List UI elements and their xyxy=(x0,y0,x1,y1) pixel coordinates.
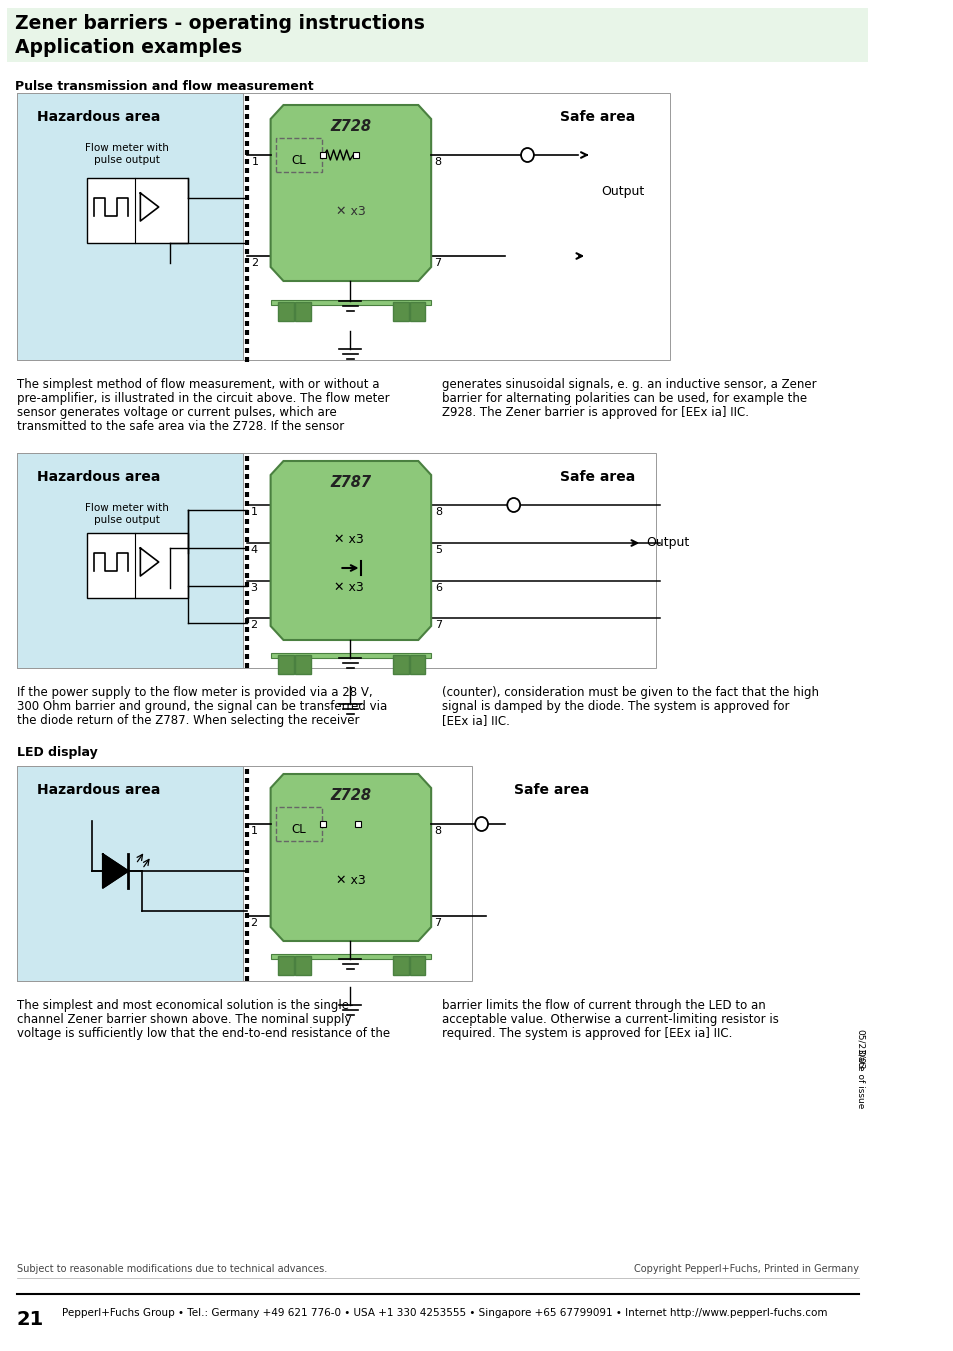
Text: If the power supply to the flow meter is provided via a 28 V,: If the power supply to the flow meter is… xyxy=(16,686,372,698)
Text: the diode return of the Z787. When selecting the receiver: the diode return of the Z787. When selec… xyxy=(16,713,358,727)
Text: 8: 8 xyxy=(434,825,440,836)
Text: Hazardous area: Hazardous area xyxy=(36,109,160,124)
FancyBboxPatch shape xyxy=(409,955,425,974)
Text: acceptable value. Otherwise a current-limiting resistor is: acceptable value. Otherwise a current-li… xyxy=(441,1013,779,1025)
Text: 7: 7 xyxy=(434,917,440,928)
Text: 2: 2 xyxy=(251,258,258,267)
FancyBboxPatch shape xyxy=(87,534,188,598)
Text: Pepperl+Fuchs Group • Tel.: Germany +49 621 776-0 • USA +1 330 4253555 • Singapo: Pepperl+Fuchs Group • Tel.: Germany +49 … xyxy=(62,1308,827,1319)
Text: channel Zener barrier shown above. The nominal supply: channel Zener barrier shown above. The n… xyxy=(16,1013,351,1025)
Text: required. The system is approved for [EEx ia] IIC.: required. The system is approved for [EE… xyxy=(441,1027,732,1040)
FancyBboxPatch shape xyxy=(393,301,408,320)
Text: barrier for alternating polarities can be used, for example the: barrier for alternating polarities can b… xyxy=(441,392,806,405)
Text: Z928. The Zener barrier is approved for [EEx ia] IIC.: Z928. The Zener barrier is approved for … xyxy=(441,407,748,419)
Text: 1: 1 xyxy=(251,825,257,836)
Text: 1: 1 xyxy=(251,157,258,168)
Text: 05/23/03: 05/23/03 xyxy=(855,1029,864,1069)
Text: barrier limits the flow of current through the LED to an: barrier limits the flow of current throu… xyxy=(441,998,765,1012)
Polygon shape xyxy=(103,854,129,888)
Text: Z787: Z787 xyxy=(330,476,371,490)
Text: Copyright Pepperl+Fuchs, Printed in Germany: Copyright Pepperl+Fuchs, Printed in Germ… xyxy=(633,1265,858,1274)
Text: pulse output: pulse output xyxy=(93,515,159,526)
Circle shape xyxy=(475,817,488,831)
Text: ✕ x3: ✕ x3 xyxy=(335,874,365,888)
FancyBboxPatch shape xyxy=(409,301,425,320)
Text: 6: 6 xyxy=(435,584,441,593)
Text: 7: 7 xyxy=(435,620,441,630)
Text: Output: Output xyxy=(646,536,689,549)
Circle shape xyxy=(520,149,534,162)
Circle shape xyxy=(507,499,519,512)
Polygon shape xyxy=(271,774,431,942)
Bar xyxy=(271,954,431,959)
Text: Output: Output xyxy=(600,185,643,199)
Text: ✕ x3: ✕ x3 xyxy=(335,205,365,218)
Text: The simplest and most economical solution is the single-: The simplest and most economical solutio… xyxy=(16,998,353,1012)
Text: Flow meter with: Flow meter with xyxy=(85,143,169,153)
FancyBboxPatch shape xyxy=(8,8,867,62)
Bar xyxy=(320,153,325,158)
FancyBboxPatch shape xyxy=(278,955,294,974)
FancyBboxPatch shape xyxy=(16,766,243,981)
Text: Safe area: Safe area xyxy=(559,109,634,124)
Text: ✕ x3: ✕ x3 xyxy=(334,581,363,594)
Polygon shape xyxy=(271,461,431,640)
Text: 8: 8 xyxy=(435,507,441,517)
Bar xyxy=(271,653,431,658)
Text: Date of issue: Date of issue xyxy=(855,1050,864,1109)
Bar xyxy=(271,300,431,305)
FancyBboxPatch shape xyxy=(278,654,294,674)
Text: Application examples: Application examples xyxy=(14,38,241,57)
Text: Hazardous area: Hazardous area xyxy=(36,470,160,484)
Text: Safe area: Safe area xyxy=(513,784,588,797)
Text: The simplest method of flow measurement, with or without a: The simplest method of flow measurement,… xyxy=(16,378,378,390)
Text: Safe area: Safe area xyxy=(559,470,634,484)
Text: 1: 1 xyxy=(251,507,257,517)
Text: ✕ x3: ✕ x3 xyxy=(334,534,363,546)
Text: [EEx ia] IIC.: [EEx ia] IIC. xyxy=(441,713,510,727)
Text: 7: 7 xyxy=(434,258,440,267)
Text: Pulse transmission and flow measurement: Pulse transmission and flow measurement xyxy=(14,80,313,93)
Text: 21: 21 xyxy=(16,1310,44,1329)
Text: 4: 4 xyxy=(251,544,257,555)
Text: pulse output: pulse output xyxy=(93,155,159,165)
Text: 5: 5 xyxy=(435,544,441,555)
Text: 8: 8 xyxy=(434,157,440,168)
Text: CL: CL xyxy=(292,154,306,168)
Text: pre-amplifier, is illustrated in the circuit above. The flow meter: pre-amplifier, is illustrated in the cir… xyxy=(16,392,389,405)
Text: 2: 2 xyxy=(251,620,257,630)
Text: Flow meter with: Flow meter with xyxy=(85,503,169,513)
Bar xyxy=(353,153,358,158)
FancyBboxPatch shape xyxy=(16,453,243,667)
FancyBboxPatch shape xyxy=(294,654,310,674)
FancyBboxPatch shape xyxy=(393,654,408,674)
Text: Z728: Z728 xyxy=(330,788,371,802)
Text: 2: 2 xyxy=(251,917,257,928)
Text: voltage is sufficiently low that the end-to-end resistance of the: voltage is sufficiently low that the end… xyxy=(16,1027,389,1040)
FancyBboxPatch shape xyxy=(393,955,408,974)
Text: Subject to reasonable modifications due to technical advances.: Subject to reasonable modifications due … xyxy=(16,1265,327,1274)
Text: CL: CL xyxy=(292,823,306,836)
FancyBboxPatch shape xyxy=(294,955,310,974)
FancyBboxPatch shape xyxy=(294,301,310,320)
FancyBboxPatch shape xyxy=(409,654,425,674)
Text: sensor generates voltage or current pulses, which are: sensor generates voltage or current puls… xyxy=(16,407,335,419)
Text: generates sinusoidal signals, e. g. an inductive sensor, a Zener: generates sinusoidal signals, e. g. an i… xyxy=(441,378,816,390)
Text: transmitted to the safe area via the Z728. If the sensor: transmitted to the safe area via the Z72… xyxy=(16,420,343,434)
Text: Zener barriers - operating instructions: Zener barriers - operating instructions xyxy=(14,14,424,32)
Text: signal is damped by the diode. The system is approved for: signal is damped by the diode. The syste… xyxy=(441,700,789,713)
FancyBboxPatch shape xyxy=(16,93,243,359)
Text: 300 Ohm barrier and ground, the signal can be transferred via: 300 Ohm barrier and ground, the signal c… xyxy=(16,700,386,713)
Text: LED display: LED display xyxy=(16,746,97,759)
Bar xyxy=(320,821,325,827)
FancyBboxPatch shape xyxy=(278,301,294,320)
Bar xyxy=(355,821,360,827)
Polygon shape xyxy=(271,105,431,281)
Text: 3: 3 xyxy=(251,584,257,593)
Text: (counter), consideration must be given to the fact that the high: (counter), consideration must be given t… xyxy=(441,686,819,698)
Text: Z728: Z728 xyxy=(330,119,371,134)
Text: Hazardous area: Hazardous area xyxy=(36,784,160,797)
FancyBboxPatch shape xyxy=(87,178,188,243)
